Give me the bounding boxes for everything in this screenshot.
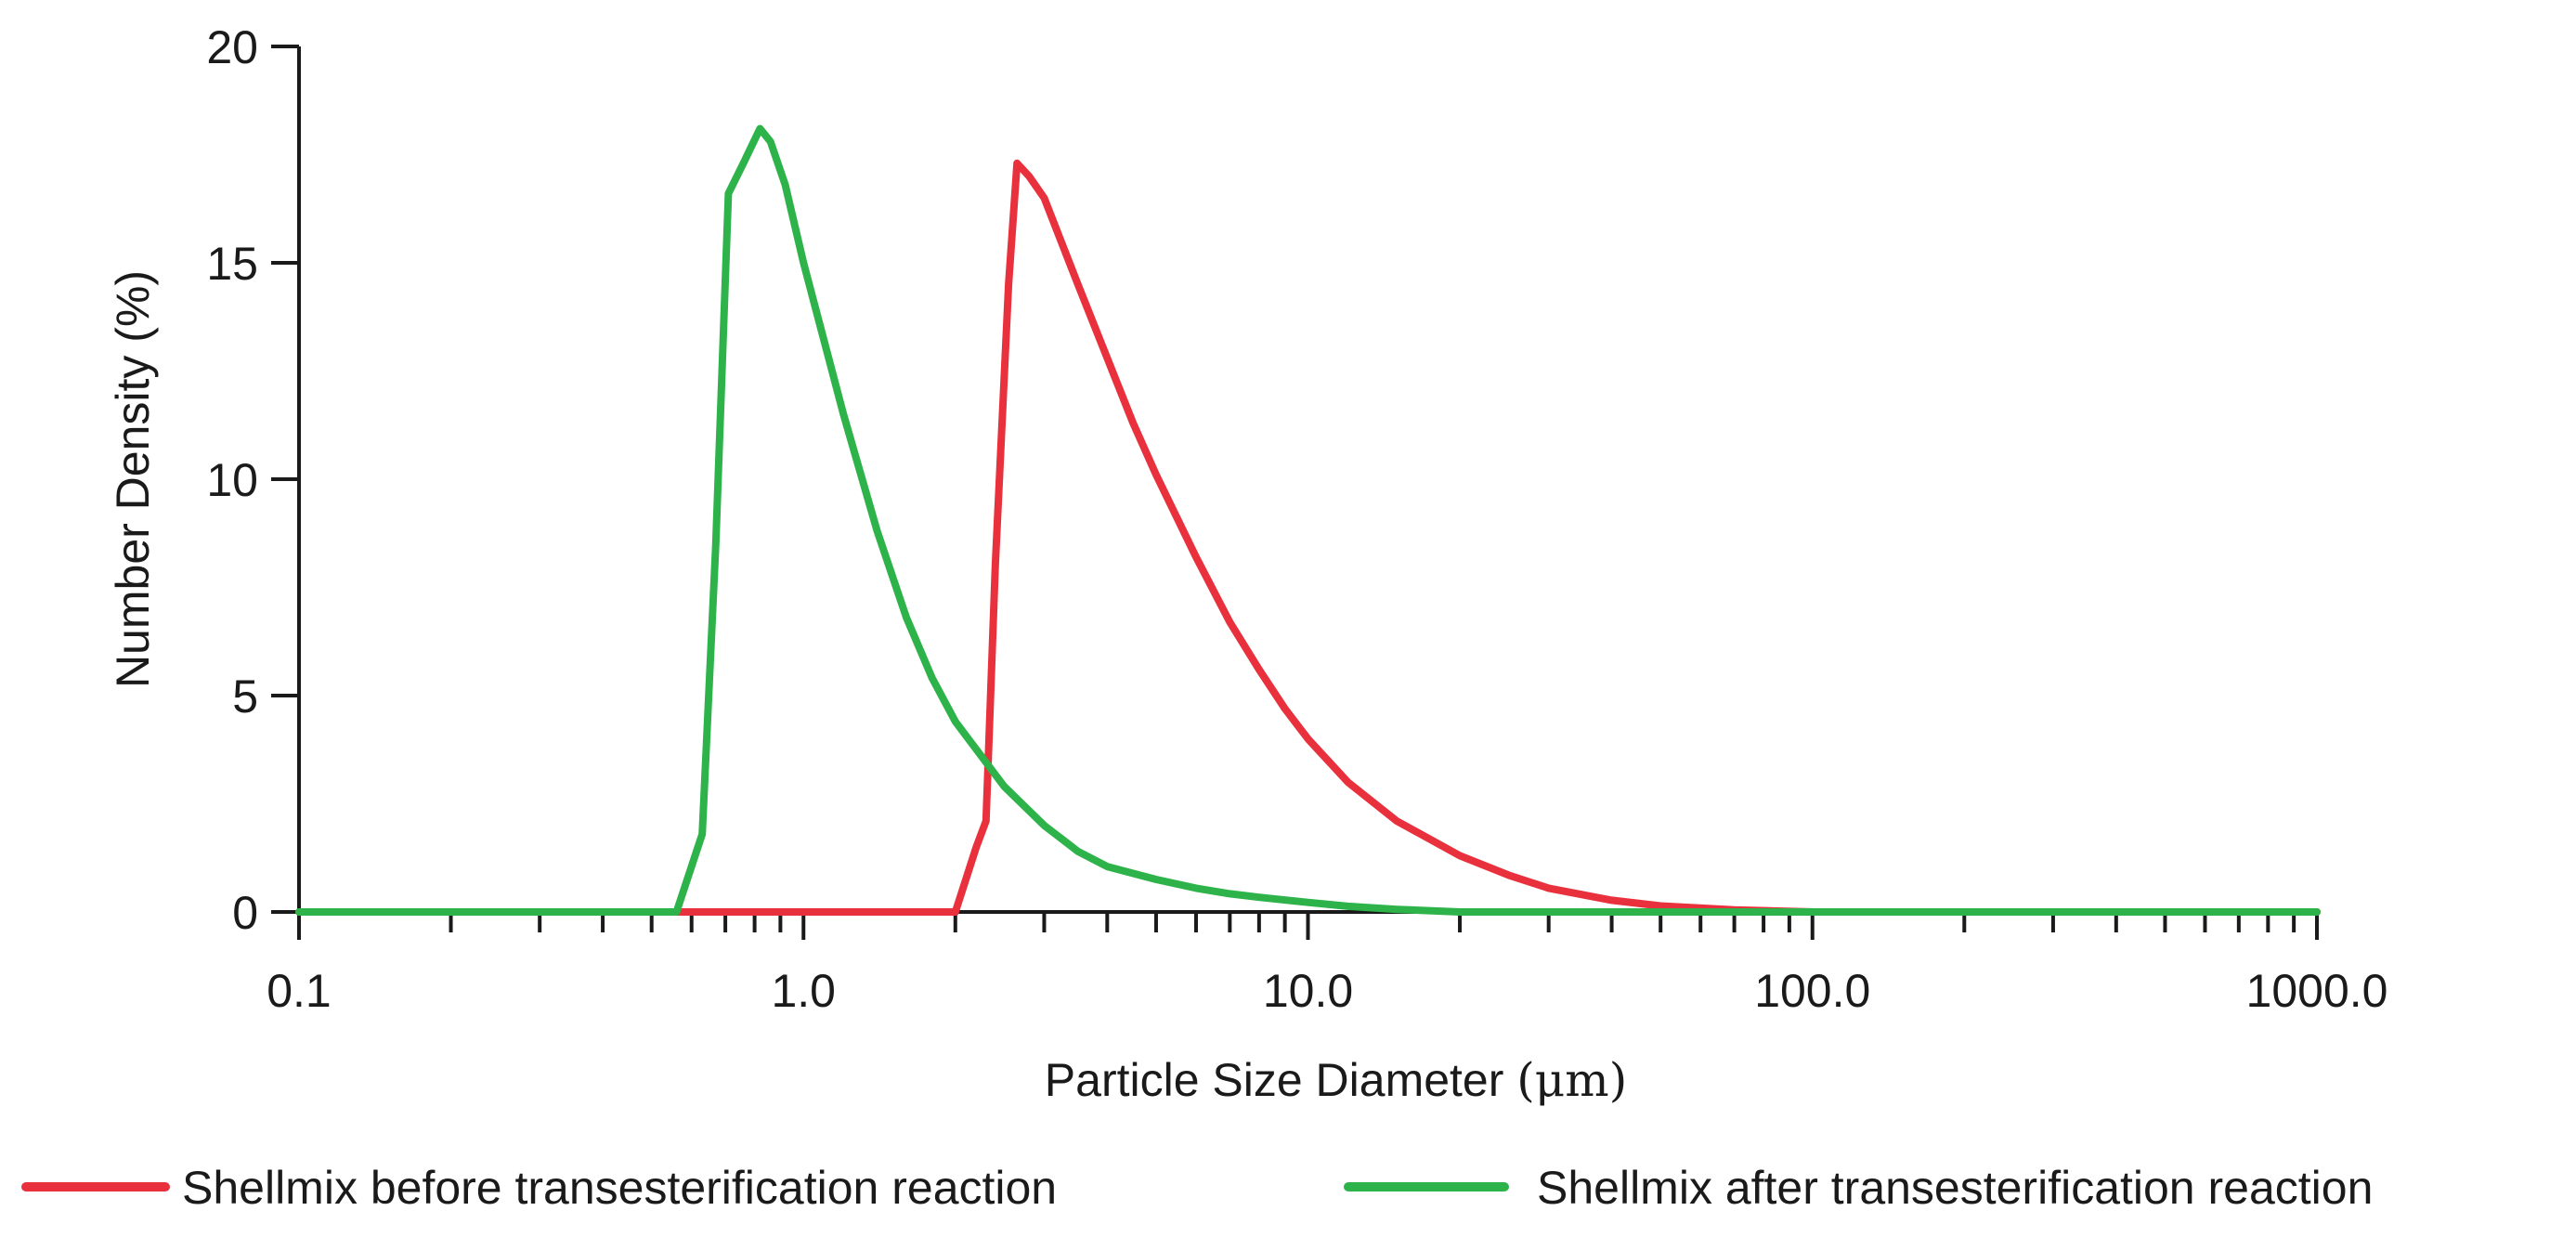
- y-tick-label: 20: [206, 21, 258, 73]
- y-tick-label: 10: [206, 454, 258, 506]
- labels-group: 0.1 1.0 10.0 100.0 1000.0 0 5 10 15 20 Particle Si…: [107, 21, 2387, 1107]
- y-tick-label: 5: [232, 671, 258, 723]
- x-tick-label: 0.1: [267, 965, 332, 1017]
- x-tick-label: 100.0: [1754, 965, 1870, 1017]
- series-lines-group: [295, 124, 2321, 916]
- y-tick-label: 0: [232, 887, 258, 939]
- x-tick-label: 10.0: [1263, 965, 1353, 1017]
- series-line-after: [295, 124, 2321, 916]
- legend-label-before: Shellmix before transesterification reac…: [182, 1162, 1057, 1214]
- y-axis-title: Number Density (%): [107, 270, 159, 688]
- y-tick-label: 15: [206, 238, 258, 290]
- legend-group: Shellmix before transesterification reac…: [21, 1162, 2373, 1214]
- legend-label-after: Shellmix after transesterification react…: [1537, 1162, 2373, 1214]
- series-line-before: [295, 159, 2321, 916]
- x-axis-title-unit: (μm): [1516, 1053, 1627, 1107]
- x-axis-title: Particle Size Diameter (μm): [1045, 1053, 1627, 1107]
- x-tick-label: 1.0: [771, 965, 836, 1017]
- x-axis-title-text: Particle Size Diameter: [1045, 1054, 1517, 1106]
- axes-group: [271, 45, 2319, 940]
- x-tick-label: 1000.0: [2246, 965, 2388, 1017]
